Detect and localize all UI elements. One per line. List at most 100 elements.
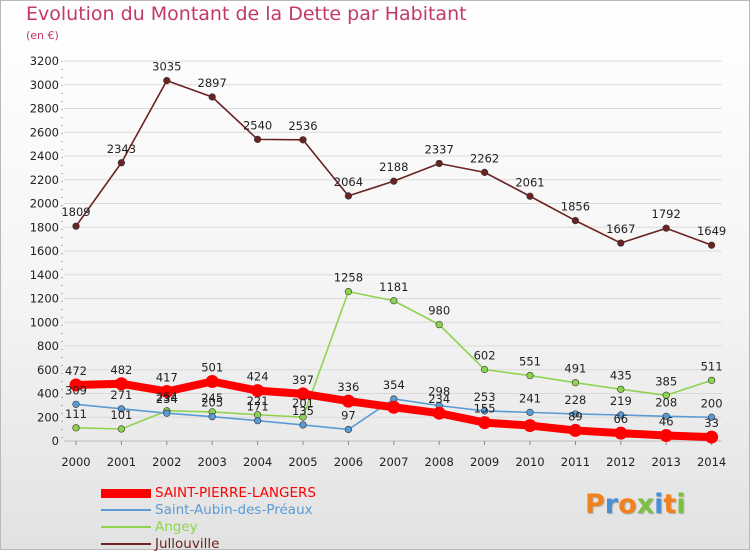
data-point xyxy=(296,387,310,401)
data-point xyxy=(72,400,80,408)
data-label: 602 xyxy=(474,349,496,363)
legend-swatch xyxy=(101,489,151,498)
x-tick-label: 2012 xyxy=(606,455,635,469)
proxiti-logo: Proxiti xyxy=(585,489,686,520)
y-tick-label: 0 xyxy=(52,434,59,448)
data-point xyxy=(432,406,446,420)
data-point xyxy=(617,239,625,247)
y-tick-label: 200 xyxy=(37,410,59,424)
data-point xyxy=(344,192,353,200)
data-point xyxy=(341,394,355,408)
x-tick-label: 2003 xyxy=(198,455,227,469)
data-point xyxy=(299,421,307,429)
logo-letter: r xyxy=(604,489,619,520)
data-label: 228 xyxy=(564,393,586,407)
data-label: 241 xyxy=(519,391,541,405)
data-label: 2337 xyxy=(425,142,454,156)
data-point xyxy=(72,424,80,432)
data-point xyxy=(254,135,262,143)
data-label: 551 xyxy=(519,355,541,369)
data-point xyxy=(117,405,125,413)
data-label: 1809 xyxy=(61,205,90,219)
y-tick-label: 400 xyxy=(37,387,59,401)
data-point xyxy=(662,391,670,399)
data-point xyxy=(526,371,534,380)
data-label: 2343 xyxy=(107,142,136,156)
y-tick-label: 1400 xyxy=(30,268,59,282)
x-tick-label: 2013 xyxy=(652,455,681,469)
data-label: 33 xyxy=(704,416,719,430)
data-point xyxy=(523,419,537,433)
data-point xyxy=(705,430,719,444)
data-label: 482 xyxy=(110,363,132,377)
logo-letter: i xyxy=(676,489,686,520)
data-label: 424 xyxy=(247,370,269,384)
data-label: 219 xyxy=(610,394,632,408)
data-point xyxy=(571,217,580,225)
data-point xyxy=(208,93,216,101)
data-label: 2540 xyxy=(243,118,272,132)
data-label: 253 xyxy=(474,390,496,404)
logo-letter: P xyxy=(585,489,605,520)
legend-swatch xyxy=(101,526,151,528)
data-label: 1181 xyxy=(379,280,408,294)
data-point xyxy=(390,177,398,185)
data-label: 155 xyxy=(474,402,496,416)
data-point xyxy=(163,76,171,85)
data-point xyxy=(117,159,125,167)
data-label: 254 xyxy=(156,390,178,404)
data-label: 1667 xyxy=(606,222,635,236)
data-label: 354 xyxy=(383,378,405,392)
data-label: 135 xyxy=(292,404,314,418)
legend-label: Jullouville xyxy=(155,536,220,552)
x-tick-label: 2000 xyxy=(61,455,90,469)
x-tick-label: 2011 xyxy=(561,455,590,469)
data-label: 417 xyxy=(156,370,178,384)
data-label: 2064 xyxy=(334,175,363,189)
legend-label: SAINT-PIERRE-LANGERS xyxy=(155,485,316,501)
data-label: 3035 xyxy=(152,60,181,74)
chart-title: Evolution du Montant de la Dette par Hab… xyxy=(26,3,467,25)
data-label: 472 xyxy=(65,364,87,378)
data-point xyxy=(617,411,625,419)
data-label: 501 xyxy=(201,361,223,375)
data-point xyxy=(387,400,401,414)
data-point xyxy=(114,377,128,391)
logo-letter: t xyxy=(663,489,677,520)
data-point xyxy=(707,241,716,249)
data-point xyxy=(208,413,216,421)
data-label: 435 xyxy=(610,368,632,382)
y-tick-label: 2200 xyxy=(30,173,59,187)
data-point xyxy=(251,384,265,398)
data-point xyxy=(160,384,174,398)
data-label: 46 xyxy=(659,415,674,429)
data-label-layer: 1809 2343 3035 2897 2540 2536 2064 2188 2337 2262… xyxy=(61,60,726,430)
data-point xyxy=(617,385,625,393)
x-tick-label: 2014 xyxy=(697,455,726,469)
x-tick-label: 2004 xyxy=(243,455,272,469)
data-point xyxy=(571,410,580,418)
data-point xyxy=(526,408,534,416)
data-label: 1792 xyxy=(652,207,681,221)
data-label: 97 xyxy=(341,408,356,422)
data-point xyxy=(254,417,262,425)
data-label: 2897 xyxy=(198,76,227,90)
grid-lines xyxy=(64,60,722,442)
data-label: 385 xyxy=(655,374,677,388)
data-label: 200 xyxy=(701,396,723,410)
legend-label: Angey xyxy=(155,519,198,535)
data-point xyxy=(435,321,443,329)
x-tick-label: 2008 xyxy=(425,455,454,469)
data-label: 1258 xyxy=(334,271,363,285)
data-point xyxy=(390,297,398,305)
data-point xyxy=(299,413,307,421)
legend-swatch xyxy=(101,543,151,545)
data-point xyxy=(481,365,489,374)
data-label: 66 xyxy=(613,412,628,426)
data-label: 101 xyxy=(110,408,132,422)
data-point xyxy=(707,413,716,421)
y-tick-label: 1600 xyxy=(30,244,59,258)
legend-label: Saint-Aubin-des-Préaux xyxy=(155,502,313,518)
data-label: 511 xyxy=(701,359,723,373)
